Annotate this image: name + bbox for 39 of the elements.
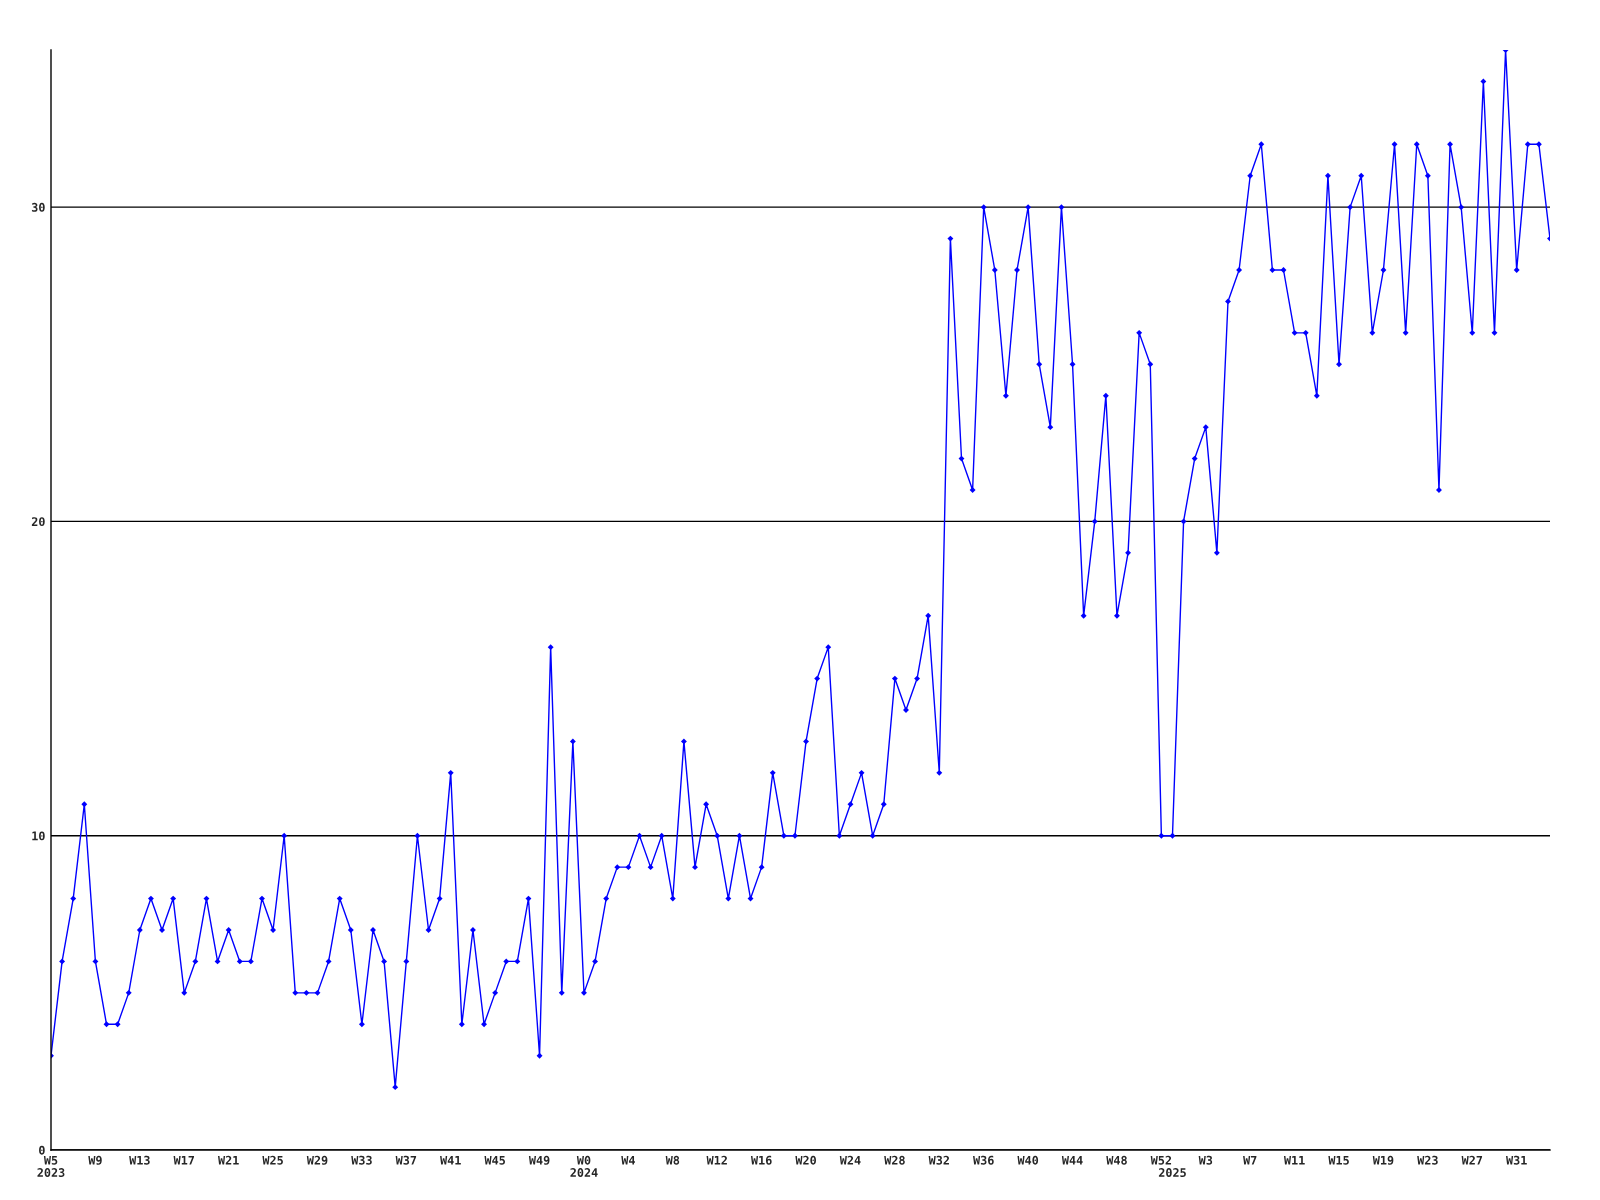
x-tick-label: W24 bbox=[839, 1155, 861, 1165]
x-tick-label: W25 bbox=[262, 1155, 283, 1165]
x-tick-label: W12 bbox=[706, 1155, 727, 1165]
x-tick-label: W19 bbox=[1372, 1155, 1394, 1165]
x-tick-label: W9 bbox=[88, 1155, 102, 1165]
x-tick-label: W21 bbox=[218, 1155, 239, 1165]
x-tick-label: W0 2024 bbox=[570, 1155, 598, 1178]
x-tick-label: W40 bbox=[1017, 1155, 1039, 1165]
x-tick-label: W36 bbox=[973, 1155, 994, 1165]
x-tick-label: W49 bbox=[528, 1155, 550, 1165]
x-tick-label: W7 bbox=[1243, 1155, 1257, 1165]
x-tick-label: W3 bbox=[1198, 1155, 1213, 1165]
x-tick-label: W16 bbox=[750, 1155, 772, 1165]
y-tick-label: 10 bbox=[32, 831, 45, 841]
x-tick-label: W32 bbox=[928, 1155, 949, 1165]
y-tick-label: 0 bbox=[39, 1145, 45, 1155]
x-tick-label: W23 bbox=[1417, 1155, 1438, 1165]
x-tick-label: 2025 bbox=[1158, 1168, 1186, 1178]
x-tick-label: W15 bbox=[1328, 1155, 1349, 1165]
x-tick-label: W33 bbox=[351, 1155, 372, 1165]
x-tick-label: W13 bbox=[129, 1155, 150, 1165]
x-tick-label: W27 bbox=[1461, 1155, 1483, 1165]
x-tick-label: W4 bbox=[621, 1155, 635, 1165]
x-tick-label: W31 bbox=[1506, 1155, 1527, 1165]
x-tick-label: W48 bbox=[1106, 1155, 1127, 1165]
x-tick-label: W45 bbox=[484, 1155, 506, 1165]
x-tick-label: W28 bbox=[884, 1155, 905, 1165]
x-tick-label: W17 bbox=[173, 1155, 195, 1165]
y-tick-label: 20 bbox=[31, 517, 45, 527]
y-tick-label: 30 bbox=[31, 202, 45, 212]
x-tick-label: W37 bbox=[395, 1155, 417, 1165]
x-tick-label: W8 bbox=[665, 1155, 680, 1165]
x-tick-label: W20 bbox=[795, 1155, 816, 1165]
x-tick-label: W41 bbox=[440, 1155, 461, 1165]
x-tick-label: W44 bbox=[1061, 1155, 1083, 1165]
x-tick-label: W29 bbox=[306, 1155, 328, 1165]
x-tick-label: W11 bbox=[1283, 1155, 1305, 1165]
x-tick-label: W52 bbox=[1150, 1155, 1172, 1165]
x-tick-label: W5 2023 bbox=[37, 1155, 65, 1178]
